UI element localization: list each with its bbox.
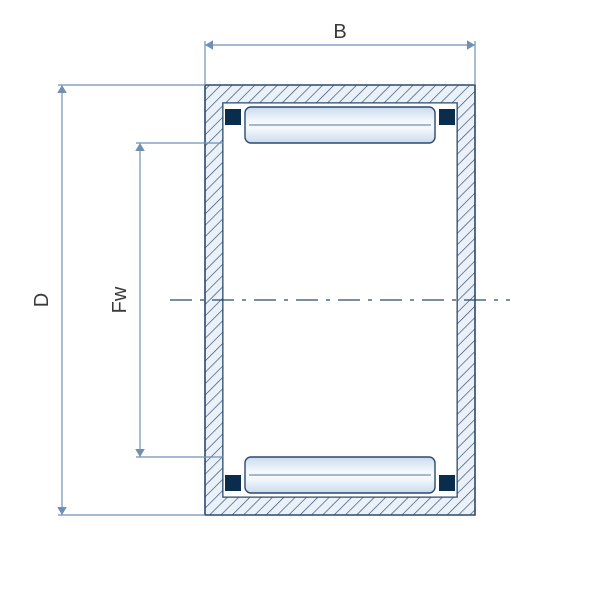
dim-fw-label: Fw [109, 286, 131, 313]
corner-block-0 [225, 109, 241, 125]
arrowhead [135, 143, 145, 151]
dim-d-label: D [31, 293, 53, 307]
arrowhead [135, 449, 145, 457]
arrowhead [57, 85, 67, 93]
arrowhead [205, 40, 213, 50]
corner-block-1 [439, 109, 455, 125]
corner-block-2 [225, 475, 241, 491]
arrowhead [467, 40, 475, 50]
corner-block-3 [439, 475, 455, 491]
dim-b-label: B [333, 21, 346, 43]
arrowhead [57, 507, 67, 515]
